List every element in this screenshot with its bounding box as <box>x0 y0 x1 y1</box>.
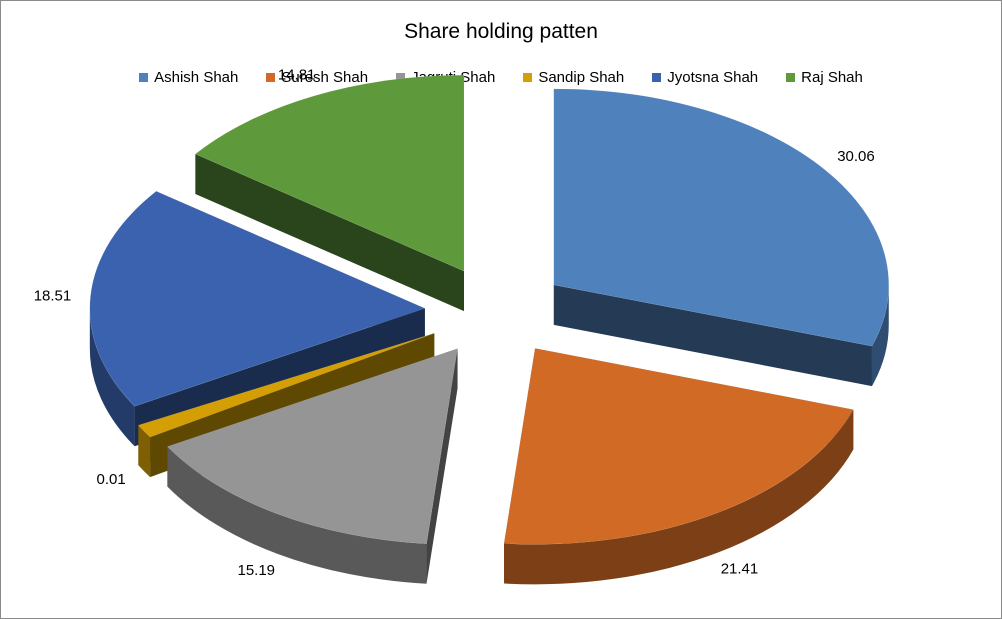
legend-swatch <box>786 73 796 82</box>
slice-rim <box>871 284 889 387</box>
pie-slice <box>503 347 854 545</box>
legend-label: Raj Shah <box>801 69 863 86</box>
chart-title: Share holding patten <box>404 20 598 43</box>
pie-slice <box>137 333 435 438</box>
legend-label: Ashish Shah <box>154 69 239 86</box>
slice-cut-face <box>426 348 458 584</box>
pie-slice <box>194 74 465 272</box>
legend-swatch <box>139 73 149 82</box>
legend-swatch <box>523 73 533 82</box>
data-label: 21.41 <box>721 560 759 577</box>
slice-rim <box>89 308 135 447</box>
pie-slice <box>166 348 458 545</box>
legend-label: Jyotsna Shah <box>667 69 759 86</box>
legend-item: Jyotsna Shah <box>652 69 758 86</box>
slice-rim <box>167 446 427 584</box>
slice-cut-face <box>553 284 872 387</box>
slice-rim <box>504 409 854 585</box>
data-label: 15.19 <box>237 562 275 579</box>
legend-swatch <box>396 73 406 82</box>
legend-item: Raj Shah <box>786 69 863 86</box>
legend-swatch <box>266 73 276 82</box>
legend-item: Sandip Shah <box>523 69 624 86</box>
data-label: 14.81 <box>278 66 316 83</box>
pie-slice <box>553 88 890 347</box>
legend-item: Ashish Shah <box>139 69 238 86</box>
legend-label: Suresh Shah <box>281 69 369 86</box>
data-label: 18.51 <box>34 288 72 305</box>
legend-label: Sandip Shah <box>538 69 625 86</box>
legend-swatch <box>652 73 662 82</box>
data-label: 0.01 <box>97 471 126 488</box>
legend-item: Suresh Shah <box>266 69 368 86</box>
data-label: 30.06 <box>837 148 875 165</box>
slice-rim <box>138 425 151 478</box>
slice-cut-face <box>195 154 465 312</box>
pie-slice <box>89 190 426 407</box>
